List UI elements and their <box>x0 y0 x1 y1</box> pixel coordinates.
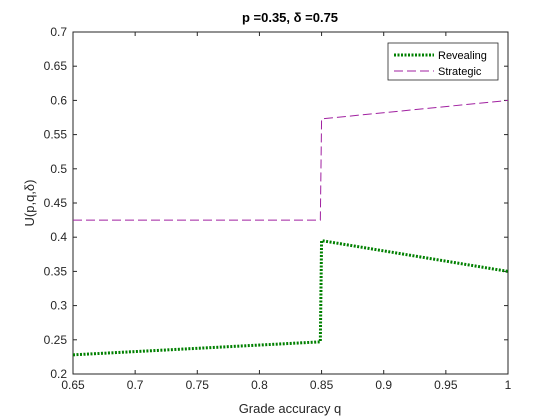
y-tick-label: 0.5 <box>50 162 67 176</box>
y-axis-label: U(p,q,δ) <box>22 180 37 227</box>
y-tick-label: 0.55 <box>44 128 68 142</box>
y-tick-label: 0.6 <box>50 93 67 107</box>
x-tick-label: 0.85 <box>310 378 334 392</box>
x-tick-label: 1 <box>505 378 512 392</box>
y-tick-label: 0.45 <box>44 196 68 210</box>
x-tick-label: 0.95 <box>434 378 458 392</box>
x-tick-label: 0.9 <box>375 378 392 392</box>
chart-title: p =0.35, δ =0.75 <box>242 10 338 25</box>
y-tick-label: 0.3 <box>50 299 67 313</box>
y-tick-label: 0.2 <box>50 367 67 381</box>
series-line-revealing <box>72 238 509 357</box>
y-tick-label: 0.35 <box>44 264 68 278</box>
series-line-strategic <box>73 99 509 221</box>
legend-label-strategic: Strategic <box>438 66 482 78</box>
plot-area <box>72 31 509 375</box>
y-tick-label: 0.4 <box>50 230 67 244</box>
x-tick-label: 0.8 <box>251 378 268 392</box>
x-tick-label: 0.65 <box>61 378 85 392</box>
y-tick-label: 0.65 <box>44 59 68 73</box>
legend-box <box>387 42 499 81</box>
x-axis-label: Grade accuracy q <box>239 401 342 416</box>
legend: Revealing Strategic <box>387 42 499 81</box>
x-tick-label: 0.75 <box>186 378 210 392</box>
y-tick-label: 0.25 <box>44 333 68 347</box>
ticks: 0.65 0.7 0.75 0.8 0.85 0.9 0.95 1 0.2 0.25 0.3 0.35… <box>44 25 512 392</box>
y-tick-label: 0.7 <box>50 25 67 39</box>
x-tick-label: 0.7 <box>127 378 144 392</box>
series <box>72 99 509 357</box>
legend-label-revealing: Revealing <box>438 50 487 62</box>
